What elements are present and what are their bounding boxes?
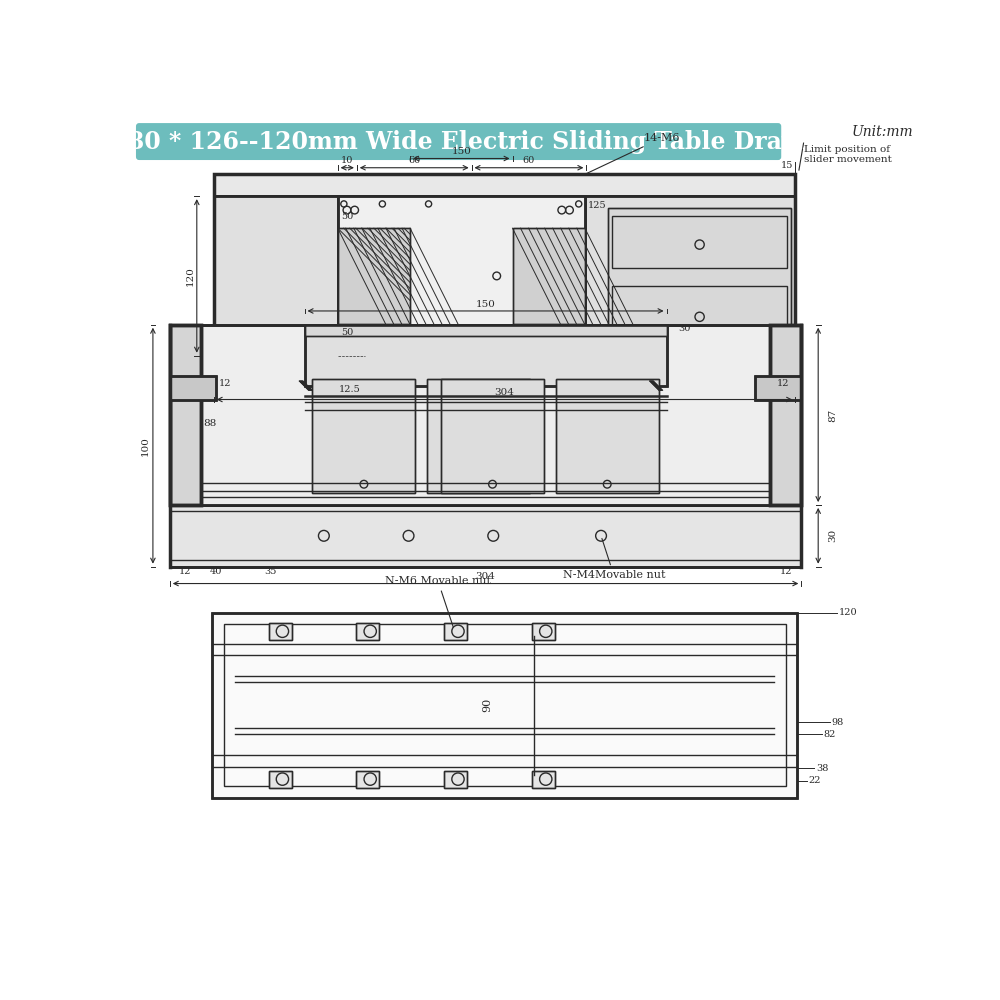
Text: 125: 125	[588, 201, 607, 210]
Bar	[312, 379, 415, 493]
Text: 88: 88	[204, 419, 217, 428]
Bar	[532, 771, 555, 788]
Text: 304: 304	[476, 572, 495, 581]
Text: 38: 38	[816, 764, 828, 773]
Text: 22: 22	[808, 776, 821, 785]
Bar	[214, 174, 795, 196]
Bar	[312, 379, 415, 493]
Text: 150: 150	[476, 300, 495, 309]
Bar	[212, 613, 797, 798]
Bar	[441, 379, 544, 493]
Bar	[612, 216, 787, 268]
Bar	[612, 286, 787, 338]
Text: Unit:mm: Unit:mm	[851, 125, 913, 139]
Bar	[427, 379, 530, 493]
Bar	[356, 623, 379, 640]
Bar	[532, 771, 555, 788]
Bar	[356, 771, 379, 788]
Text: 14-M6: 14-M6	[585, 133, 681, 174]
Bar	[305, 325, 666, 336]
Bar	[356, 623, 379, 640]
Bar	[512, 228, 585, 324]
Bar	[269, 771, 292, 788]
Bar	[170, 325, 201, 505]
Text: 12: 12	[179, 567, 192, 576]
Text: Limit position of
slider movement: Limit position of slider movement	[804, 145, 891, 164]
Bar	[444, 771, 467, 788]
Text: 120: 120	[185, 266, 194, 286]
Text: N-M4Movable nut: N-M4Movable nut	[563, 538, 665, 580]
Bar	[214, 356, 795, 378]
Text: 100: 100	[141, 436, 150, 456]
Text: 35: 35	[264, 567, 276, 576]
Text: 304: 304	[494, 388, 514, 397]
Bar	[212, 613, 797, 798]
Bar	[532, 623, 555, 640]
FancyBboxPatch shape	[136, 123, 781, 160]
Bar	[338, 228, 410, 324]
Bar	[608, 208, 791, 344]
Bar	[305, 325, 666, 336]
Bar	[338, 196, 585, 356]
Bar	[170, 376, 216, 400]
Bar	[269, 771, 292, 788]
Bar	[201, 325, 770, 505]
Bar	[585, 196, 795, 356]
Bar	[427, 379, 530, 493]
Bar	[512, 228, 585, 324]
Text: 10: 10	[341, 156, 353, 165]
Bar	[214, 174, 795, 196]
Bar	[214, 196, 338, 356]
Bar	[556, 379, 659, 493]
Bar	[214, 356, 795, 378]
Bar	[770, 325, 801, 505]
Bar	[170, 505, 801, 567]
Text: 90: 90	[482, 698, 492, 712]
Text: 15: 15	[781, 161, 794, 170]
Bar	[585, 196, 795, 356]
Text: 82: 82	[824, 730, 836, 739]
Bar	[214, 174, 795, 378]
Text: 60: 60	[408, 156, 420, 165]
Bar	[338, 196, 585, 356]
Bar	[770, 325, 801, 505]
Bar	[201, 325, 770, 505]
Text: 40: 40	[210, 567, 222, 576]
Text: 60: 60	[523, 156, 535, 165]
Bar	[269, 623, 292, 640]
Text: SXG80 * 126--120mm Wide Electric Sliding Table Drawing: SXG80 * 126--120mm Wide Electric Sliding…	[72, 130, 845, 154]
Bar	[305, 325, 666, 386]
Bar	[356, 771, 379, 788]
Bar	[444, 623, 467, 640]
Bar	[338, 228, 410, 324]
Bar	[444, 771, 467, 788]
Text: 50: 50	[342, 328, 354, 337]
Text: 120: 120	[839, 608, 858, 617]
Text: 12: 12	[777, 379, 790, 388]
Text: N-M6 Movable nut: N-M6 Movable nut	[385, 576, 491, 627]
Bar	[556, 379, 659, 493]
Text: 30: 30	[828, 529, 837, 542]
Bar	[755, 376, 801, 400]
Text: 12: 12	[219, 379, 232, 388]
Bar	[305, 325, 666, 386]
Text: 87: 87	[828, 408, 837, 422]
Bar	[214, 196, 338, 356]
Text: 12.5: 12.5	[338, 385, 360, 394]
Bar	[532, 623, 555, 640]
Bar	[755, 376, 801, 400]
Bar	[269, 623, 292, 640]
Text: 98: 98	[831, 718, 844, 727]
Text: 150: 150	[451, 147, 471, 156]
Bar	[441, 379, 544, 493]
Text: 50: 50	[342, 212, 354, 221]
Bar	[224, 624, 786, 786]
Bar	[170, 376, 216, 400]
Text: 12: 12	[780, 567, 792, 576]
Bar	[170, 325, 201, 505]
Bar	[170, 505, 801, 567]
Bar	[444, 623, 467, 640]
Text: 30: 30	[678, 324, 690, 333]
Bar	[608, 208, 791, 344]
